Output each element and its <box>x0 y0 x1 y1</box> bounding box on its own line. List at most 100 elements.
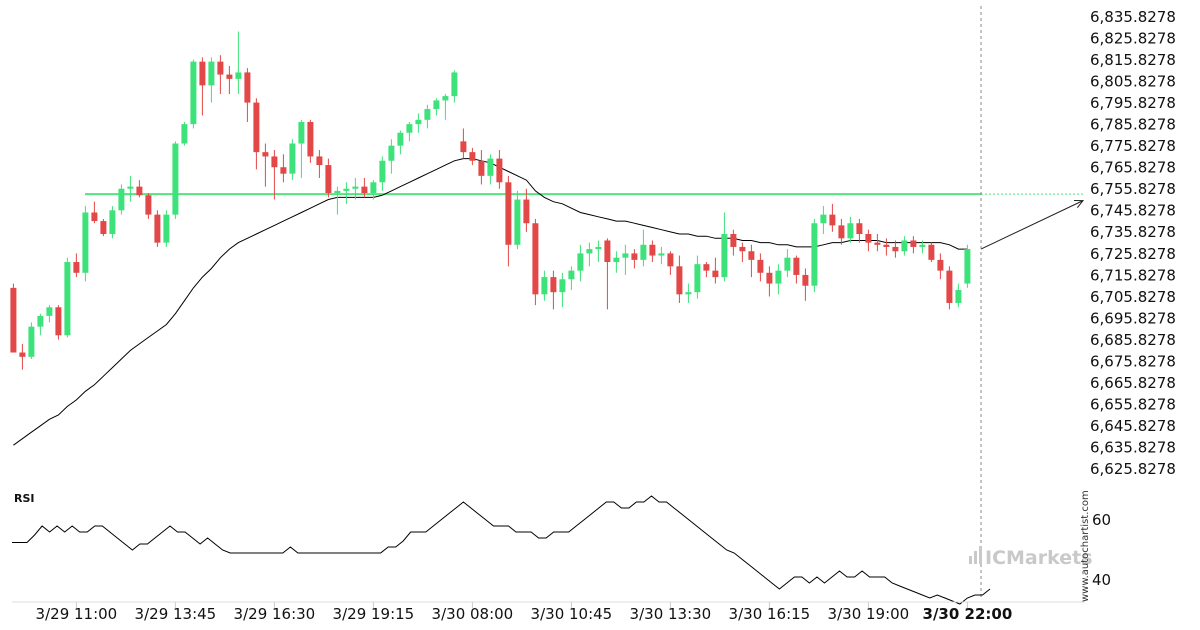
candle-body <box>298 121 305 144</box>
candle-body <box>253 102 260 153</box>
candle <box>325 158 332 198</box>
candle-body <box>100 221 107 235</box>
brand-logo: ICMarkets <box>969 546 1093 569</box>
candle <box>595 240 602 263</box>
candle-body <box>271 156 278 168</box>
rsi-tick-label: 60 <box>1092 511 1111 529</box>
price-tick-label: 6,825.8278 <box>1090 29 1176 47</box>
candle-body <box>109 210 116 235</box>
candle-body <box>190 61 197 125</box>
candle-body <box>424 109 431 120</box>
candle <box>847 216 854 243</box>
candle-body <box>739 246 746 252</box>
candle-body <box>343 188 350 191</box>
rsi-title: RSI <box>14 492 35 505</box>
candle-body <box>10 287 17 353</box>
candle-body <box>181 124 188 144</box>
rsi-line <box>12 495 991 605</box>
candle <box>64 257 71 338</box>
candle-body <box>595 246 602 250</box>
candle <box>307 119 314 163</box>
candle <box>532 218 539 306</box>
price-tick-label: 6,645.8278 <box>1090 417 1176 435</box>
projection-line <box>980 200 1084 250</box>
candle <box>667 251 674 275</box>
candle <box>901 236 908 256</box>
candle-body <box>667 253 674 267</box>
candle-body <box>460 141 467 153</box>
candle-body <box>946 270 953 303</box>
rsi-tick-label: 40 <box>1092 571 1111 589</box>
candle <box>676 255 683 303</box>
candle-body <box>622 253 629 258</box>
price-axis: 6,835.8278 6,825.8278 6,815.8278 6,805.8278… <box>1090 8 1176 478</box>
candle-body <box>244 72 251 103</box>
candle <box>136 180 143 198</box>
price-tick-label: 6,685.8278 <box>1090 331 1176 349</box>
candle <box>892 240 899 258</box>
price-tick-label: 6,745.8278 <box>1090 202 1176 220</box>
candle <box>559 272 566 308</box>
candle-body <box>811 223 818 286</box>
candle-body <box>154 214 161 243</box>
candle <box>766 266 773 297</box>
price-tick-label: 6,675.8278 <box>1090 353 1176 371</box>
candle <box>793 255 800 284</box>
price-tick-label: 6,625.8278 <box>1090 460 1176 478</box>
candle <box>226 65 233 94</box>
candle <box>145 193 152 219</box>
candle <box>37 313 44 336</box>
candle-body <box>856 223 863 235</box>
candle-body <box>883 244 890 247</box>
candle-body <box>892 246 899 252</box>
candle <box>28 322 35 359</box>
candle-body <box>694 264 701 293</box>
candle <box>82 206 89 282</box>
candle-body <box>640 244 647 260</box>
candle-body <box>496 158 503 183</box>
candle-body <box>316 156 323 166</box>
candle-body <box>487 158 494 176</box>
candle <box>19 343 26 370</box>
candle <box>487 154 494 185</box>
candle-body <box>910 240 917 247</box>
candle-body <box>712 270 719 278</box>
candle-body <box>955 290 962 303</box>
time-tick-label: 3/30 13:30 <box>630 605 712 623</box>
candle-body <box>730 234 737 247</box>
candle <box>496 149 503 189</box>
time-tick-label: 3/29 19:15 <box>333 605 415 623</box>
candle-body <box>532 223 539 295</box>
time-tick-label: 3/29 16:30 <box>234 605 316 623</box>
candle-body <box>82 212 89 273</box>
price-tick-label: 6,655.8278 <box>1090 396 1176 414</box>
candle-body <box>127 186 134 189</box>
candle-body <box>55 307 62 336</box>
candle <box>154 210 161 247</box>
candle-body <box>568 270 575 280</box>
candle-body <box>757 259 764 273</box>
candle-body <box>838 225 845 239</box>
candle-body <box>199 61 206 86</box>
time-tick-label: 3/30 08:00 <box>432 605 514 623</box>
candle <box>361 177 368 198</box>
candle-body <box>46 307 53 316</box>
candle <box>694 255 701 299</box>
candle <box>964 244 971 288</box>
candle-body <box>505 182 512 245</box>
candle <box>244 68 251 122</box>
candle <box>577 244 584 282</box>
candle <box>919 240 926 254</box>
candle <box>811 218 818 293</box>
candle-body <box>559 279 566 293</box>
candle-body <box>226 74 233 79</box>
candle <box>586 242 593 267</box>
candle <box>838 218 845 245</box>
time-tick-label: 3/29 11:00 <box>36 605 118 623</box>
candle-body <box>514 199 521 245</box>
candle <box>190 59 197 129</box>
price-tick-label: 6,635.8278 <box>1090 439 1176 457</box>
time-tick-label: 3/30 10:45 <box>531 605 613 623</box>
price-tick-label: 6,665.8278 <box>1090 374 1176 392</box>
candle-body <box>649 244 656 256</box>
